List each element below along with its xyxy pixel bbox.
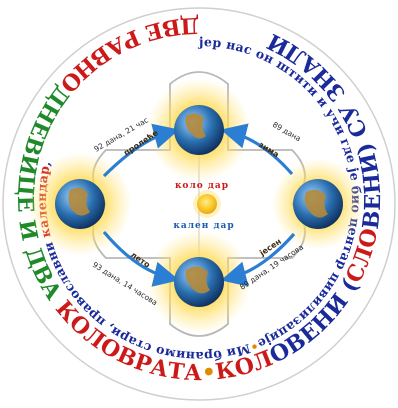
- arrow-spring: [102, 123, 180, 178]
- center-kalendar: кален дар: [173, 221, 234, 231]
- arrow-winter: [220, 123, 294, 176]
- earth-top: [174, 105, 224, 155]
- sun-halo: [193, 190, 221, 218]
- orbit-arrows: [102, 123, 296, 287]
- earth-left: [55, 179, 105, 229]
- earth-bottom: [174, 257, 224, 307]
- arrow-autumn: [220, 232, 296, 287]
- sun: [197, 194, 217, 214]
- outer-segment: •: [201, 359, 217, 386]
- arrow-summer: [102, 230, 180, 287]
- inner-segment: ,: [38, 159, 54, 167]
- earth-right: [293, 179, 343, 229]
- center-kolodar: коло дар: [175, 181, 229, 191]
